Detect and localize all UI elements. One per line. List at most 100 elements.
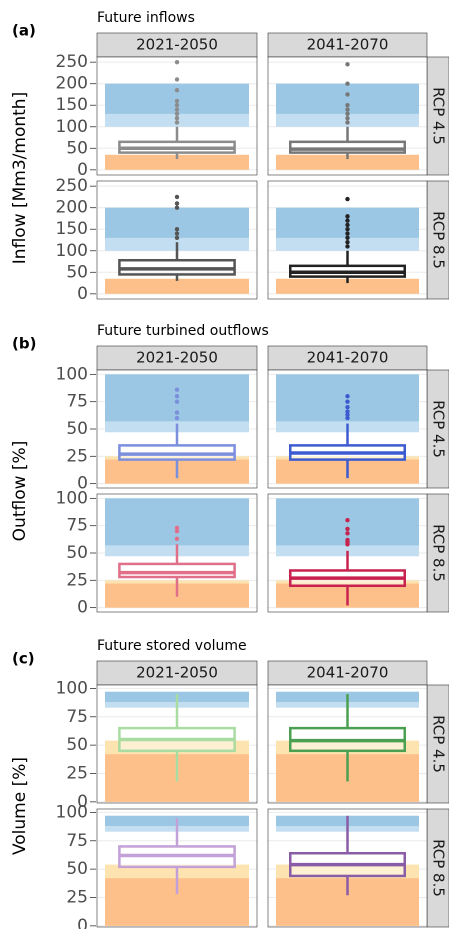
y-tick-label: 100 (56, 678, 88, 698)
row-strip-label: RCP 4.5 (430, 400, 448, 458)
plot-border (267, 369, 428, 489)
column-strip (267, 32, 428, 58)
outlier (345, 526, 350, 532)
outlier (174, 536, 180, 541)
outlier (345, 415, 350, 421)
panel-label: (b) (12, 335, 36, 353)
outlier (345, 399, 350, 404)
outlier (174, 231, 180, 236)
column-strip-label: 2041-2070 (307, 349, 389, 367)
y-tick-label: 150 (56, 95, 88, 115)
outlier (174, 525, 180, 531)
column-strip-label: 2041-2070 (307, 664, 389, 682)
outlier (345, 111, 350, 117)
outlier (345, 81, 350, 86)
y-tick-label: 0 (77, 160, 88, 180)
outlier (174, 103, 180, 108)
column-strip-label: 2041-2070 (307, 36, 389, 54)
outlier (345, 103, 350, 108)
y-axis-label: Volume [%] (10, 757, 30, 855)
y-tick-label: 250 (56, 176, 88, 196)
box (289, 140, 406, 154)
panel-title: Future inflows (97, 10, 195, 26)
outlier (345, 239, 350, 245)
y-tick-label: 250 (56, 52, 88, 72)
row-strip-label: RCP 4.5 (430, 87, 448, 145)
outlier (174, 235, 180, 241)
column-strip (96, 660, 258, 686)
y-tick-label: 0 (77, 598, 88, 618)
outlier (345, 537, 350, 543)
y-tick-label: 50 (66, 735, 88, 755)
panel-title: Future turbined outflows (97, 323, 269, 339)
y-tick-label: 150 (56, 219, 88, 239)
y-tick-label: 100 (56, 364, 88, 384)
outlier (174, 410, 180, 415)
row-strip-label: RCP 8.5 (430, 211, 448, 269)
row-strip-label: RCP 8.5 (430, 839, 448, 897)
panel-label: (a) (12, 22, 36, 40)
y-tick-label: 100 (56, 117, 88, 137)
y-tick-label: 0 (77, 284, 88, 304)
outlier (174, 205, 180, 210)
outlier (174, 387, 180, 392)
threshold-band (105, 154, 249, 170)
y-tick-label: 100 (56, 488, 88, 508)
outlier (174, 87, 180, 93)
y-tick-label: 75 (66, 831, 88, 851)
column-strip (267, 660, 428, 686)
row-strip-label: RCP 8.5 (430, 524, 448, 582)
y-tick-label: 25 (66, 446, 88, 466)
outlier (345, 115, 350, 121)
box (118, 562, 236, 579)
plot-border (267, 808, 428, 928)
outlier (345, 244, 350, 249)
plot-border (96, 493, 258, 613)
outlier (174, 201, 180, 206)
outlier (174, 59, 180, 65)
y-tick-label: 0 (77, 792, 88, 812)
y-tick-label: 50 (66, 419, 88, 439)
y-tick-label: 100 (56, 802, 88, 822)
y-tick-label: 75 (66, 707, 88, 727)
column-strip (96, 32, 258, 58)
outlier (174, 111, 180, 117)
plot-border (96, 180, 258, 300)
y-tick-label: 50 (66, 859, 88, 879)
y-tick-label: 50 (66, 262, 88, 282)
outlier (345, 412, 350, 417)
plot-border (267, 684, 428, 804)
plot-border (96, 56, 258, 176)
y-axis-label: Inflow [Mm3/month] (10, 92, 30, 264)
outlier (174, 115, 180, 121)
outlier (174, 227, 180, 232)
plot-border (96, 684, 258, 804)
outlier (345, 531, 350, 536)
y-tick-label: 100 (56, 241, 88, 261)
plot-border (96, 808, 258, 928)
plot-border (267, 180, 428, 300)
outlier (174, 194, 180, 200)
outlier (345, 227, 350, 232)
y-tick-label: 200 (56, 74, 88, 94)
outlier (174, 107, 180, 112)
outlier (174, 120, 180, 125)
plot-border (267, 56, 428, 176)
outlier (345, 409, 350, 414)
outlier (345, 394, 350, 399)
y-tick-label: 75 (66, 516, 88, 536)
outlier (345, 120, 350, 125)
outlier (345, 62, 350, 67)
plot-border (267, 493, 428, 613)
y-tick-label: 0 (77, 916, 88, 929)
outlier (345, 107, 350, 112)
outlier (345, 231, 350, 236)
y-tick-label: 25 (66, 764, 88, 784)
outlier (174, 528, 180, 534)
threshold-band (276, 154, 419, 170)
column-strip-label: 2021-2050 (136, 664, 218, 682)
outlier (174, 98, 180, 104)
y-tick-label: 50 (66, 543, 88, 563)
outlier (345, 222, 350, 228)
